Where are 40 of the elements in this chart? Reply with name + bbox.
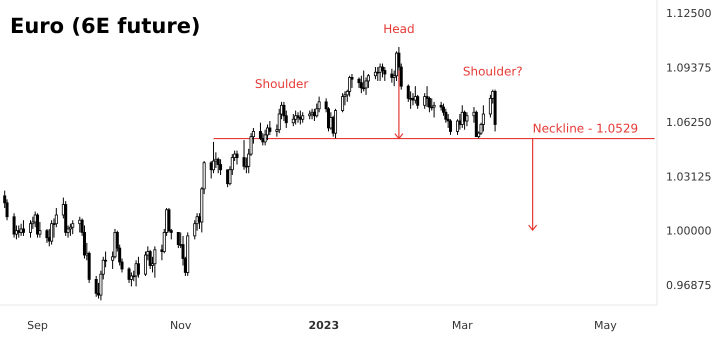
candlestick <box>128 266 131 284</box>
y-tick-label: 1.00000 <box>666 224 712 238</box>
y-tick-label: 1.12500 <box>666 7 712 20</box>
candlestick <box>22 220 25 236</box>
candlestick <box>29 220 32 238</box>
y-tick-label: 1.03125 <box>666 170 712 184</box>
candlestick <box>378 63 382 82</box>
candlestick <box>482 104 485 132</box>
candlestick <box>68 223 72 236</box>
x-tick-label: May <box>594 319 618 332</box>
candlestick <box>176 232 180 249</box>
y-tick-label: 0.96875 <box>666 279 712 292</box>
candlestick <box>376 66 380 82</box>
candlestick <box>460 104 464 128</box>
candlestick <box>242 140 246 170</box>
annotation: Shoulder <box>254 76 308 91</box>
candlestick <box>71 220 74 235</box>
candlestick <box>374 66 377 80</box>
candlestick <box>380 63 384 78</box>
x-tick-label: Nov <box>170 319 192 332</box>
x-tick-label: 2023 <box>308 319 340 332</box>
annotation: Shoulder? <box>462 64 523 79</box>
candlestick <box>465 112 468 127</box>
candlestick <box>362 70 366 92</box>
y-tick-label: 1.09375 <box>666 61 712 74</box>
x-tick-label: Mar <box>452 319 474 332</box>
candlestick <box>383 66 386 82</box>
candlestick <box>153 246 156 278</box>
candlestick <box>94 275 98 298</box>
x-tick-label: Sep <box>27 319 48 332</box>
candlestick <box>292 114 295 127</box>
candlestick <box>334 108 338 139</box>
y-tick-label: 1.06250 <box>666 116 712 129</box>
candlestick <box>20 223 23 236</box>
text: Euro (6E future) <box>10 14 201 38</box>
candlestick <box>219 158 222 176</box>
annotation: Head <box>383 22 415 36</box>
annotation: Neckline - 1.0529 <box>532 122 638 136</box>
candlestick <box>341 92 344 113</box>
candlestick <box>12 212 16 238</box>
